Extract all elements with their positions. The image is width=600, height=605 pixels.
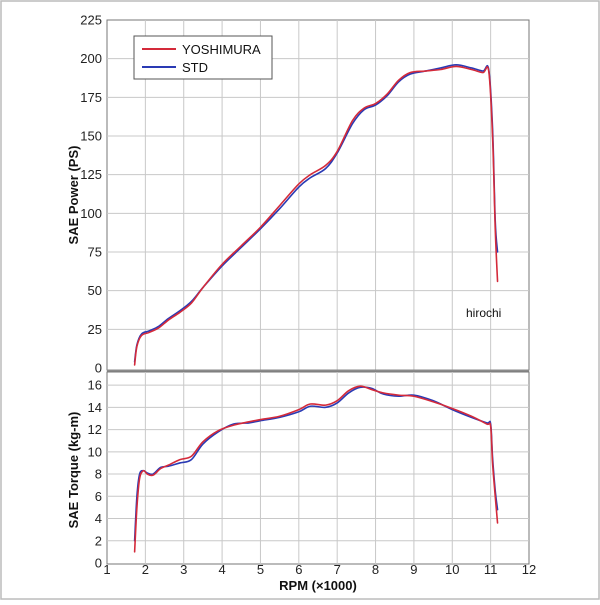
power-y-tick: 150 (80, 129, 102, 144)
power-y-tick-labels: 0 25 50 75 100 125 150 175 200 225 (80, 13, 102, 376)
x-tick: 7 (334, 562, 341, 577)
torque-gridlines (107, 372, 529, 564)
torque-y-tick: 10 (88, 444, 102, 459)
torque-axis-title: SAE Torque (kg-m) (66, 412, 81, 529)
legend-label-yoshimura: YOSHIMURA (182, 42, 261, 57)
torque-y-tick: 2 (95, 533, 102, 548)
x-tick: 10 (445, 562, 459, 577)
power-line-std (133, 64, 499, 363)
x-tick: 2 (142, 562, 149, 577)
legend: YOSHIMURA STD (133, 35, 273, 80)
torque-y-tick: 6 (95, 489, 102, 504)
torque-y-tick-labels: 0 2 4 6 8 10 12 14 16 (88, 378, 102, 571)
power-y-tick: 75 (88, 245, 102, 260)
torque-line-yoshimura (133, 385, 499, 553)
power-y-tick: 50 (88, 283, 102, 298)
torque-y-tick: 0 (95, 556, 102, 571)
power-y-tick: 0 (95, 361, 102, 376)
power-y-tick: 225 (80, 13, 102, 28)
torque-y-tick: 14 (88, 400, 102, 415)
power-axis-title: SAE Power (PS) (66, 146, 81, 245)
torque-line-std (133, 386, 499, 542)
torque-y-tick: 4 (95, 511, 102, 526)
x-axis-title: RPM (×1000) (279, 578, 357, 593)
torque-y-tick: 12 (88, 422, 102, 437)
watermark-text: hirochi (466, 306, 501, 320)
torque-series-lines (133, 385, 499, 553)
torque-y-tick: 8 (95, 467, 102, 482)
x-tick: 3 (180, 562, 187, 577)
x-tick: 5 (257, 562, 264, 577)
x-tick: 11 (484, 562, 498, 577)
power-y-tick: 200 (80, 51, 102, 66)
x-tick-labels: 1 2 3 4 5 6 7 8 9 10 11 12 (103, 562, 536, 577)
x-tick: 6 (295, 562, 302, 577)
x-tick: 8 (372, 562, 379, 577)
torque-y-tick: 16 (88, 378, 102, 393)
power-y-tick: 125 (80, 167, 102, 182)
legend-box (133, 35, 273, 80)
power-series-lines (133, 64, 499, 366)
power-y-tick: 25 (88, 322, 102, 337)
x-tick: 1 (103, 562, 110, 577)
power-y-tick: 175 (80, 90, 102, 105)
power-y-tick: 100 (80, 206, 102, 221)
power-line-yoshimura (133, 65, 499, 366)
x-tick: 4 (218, 562, 225, 577)
torque-plot-area (106, 371, 530, 565)
legend-label-std: STD (182, 60, 208, 75)
x-tick: 12 (522, 562, 536, 577)
x-tick: 9 (410, 562, 417, 577)
